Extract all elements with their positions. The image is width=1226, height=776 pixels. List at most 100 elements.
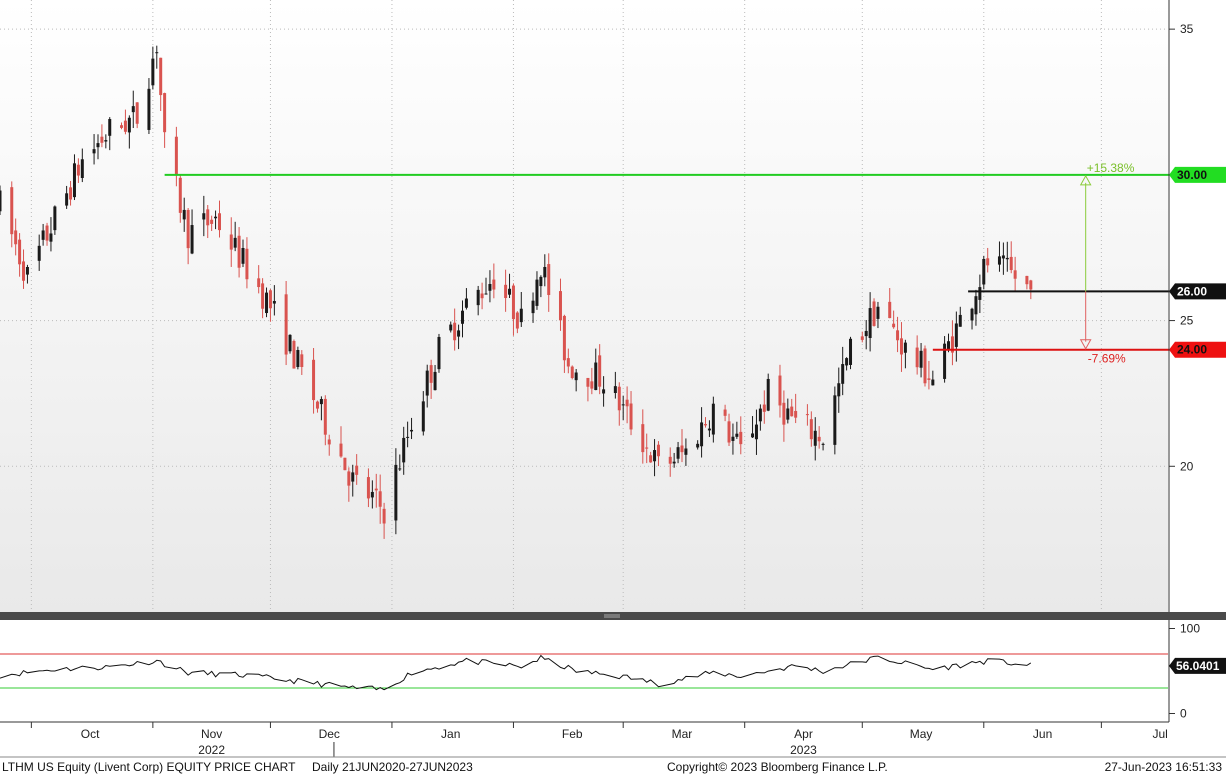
candle-body: [947, 341, 951, 350]
candle-body: [919, 350, 923, 368]
candle-body: [457, 330, 461, 337]
price-panel-background: [0, 0, 1168, 612]
candle-body: [174, 136, 178, 175]
candle: [476, 285, 480, 316]
candle-body: [425, 370, 429, 396]
candle-body: [339, 443, 343, 457]
candle: [1013, 256, 1017, 292]
candle-body: [786, 408, 790, 420]
candle: [272, 285, 276, 316]
candle-body: [892, 323, 896, 328]
candle-body: [18, 239, 22, 265]
candle-body: [645, 447, 649, 449]
candle: [817, 426, 821, 449]
candle: [621, 395, 625, 421]
candle-body: [586, 377, 590, 387]
candle: [315, 400, 319, 413]
candle: [504, 269, 508, 312]
candle: [1025, 275, 1029, 290]
candle: [837, 367, 841, 413]
candle: [186, 208, 190, 265]
candle: [406, 421, 410, 448]
month-label: Oct: [81, 727, 100, 741]
candle-body: [410, 429, 414, 432]
candle-body: [558, 291, 562, 321]
candle-body: [323, 398, 327, 435]
candle: [590, 367, 594, 395]
candle: [374, 473, 378, 508]
candle-body: [899, 338, 903, 355]
stop-tag: 24.00: [1169, 341, 1226, 358]
candle: [108, 117, 112, 151]
candle: [782, 390, 786, 442]
candle-body: [805, 414, 809, 416]
candle: [127, 115, 131, 149]
candle-body: [398, 468, 402, 470]
candle-body: [351, 472, 355, 482]
candle-body: [511, 285, 515, 320]
candle: [758, 404, 762, 431]
target-tag-text: 30.00: [1177, 168, 1207, 182]
candle: [327, 434, 331, 456]
candle: [915, 335, 919, 375]
candle-body: [421, 401, 425, 432]
candle-body: [206, 209, 210, 226]
candle: [0, 185, 2, 215]
rsi-line: [0, 654, 1032, 691]
candle: [1009, 241, 1013, 274]
candle-body: [1005, 257, 1009, 260]
panel-divider[interactable]: [0, 612, 1226, 620]
candle: [206, 205, 210, 239]
candle: [645, 433, 649, 464]
candle-body: [53, 206, 57, 231]
rsi-tick-label: 100: [1180, 622, 1200, 636]
candle-body: [319, 399, 323, 405]
candle-body: [676, 447, 680, 459]
candle-body: [817, 436, 821, 442]
candle-body: [562, 315, 566, 361]
candle-body: [284, 294, 288, 355]
candle-body: [96, 143, 100, 148]
candle: [547, 253, 551, 312]
candle: [888, 288, 892, 319]
candle-body: [602, 389, 606, 394]
candle: [958, 306, 962, 327]
candle: [135, 102, 139, 129]
candle: [927, 360, 931, 390]
candle: [617, 382, 621, 426]
rsi-last-tag: 56.0401: [1169, 657, 1226, 674]
candle-body: [484, 293, 488, 295]
candle-body: [312, 359, 316, 401]
candle-body: [997, 256, 1001, 265]
candle: [923, 345, 927, 387]
candle-body: [123, 120, 127, 132]
candle-body: [433, 371, 437, 391]
candle-body: [186, 209, 190, 249]
candle-body: [488, 284, 492, 291]
candle: [457, 324, 461, 350]
candle-body: [731, 436, 735, 441]
candle-body: [155, 52, 159, 54]
candle: [997, 241, 1001, 272]
candle: [25, 264, 29, 284]
candle-body: [598, 355, 602, 387]
candle-body: [296, 349, 300, 367]
year-label: 2022: [198, 743, 225, 757]
candle: [296, 346, 300, 370]
candle-body: [566, 358, 570, 367]
candle: [233, 221, 237, 252]
year-label: 2023: [790, 743, 817, 757]
candle: [805, 404, 809, 426]
candle: [970, 307, 974, 330]
candle-body: [986, 258, 990, 266]
candle-body: [629, 403, 633, 430]
divider-grip-icon[interactable]: [604, 614, 620, 618]
candle-body: [813, 430, 817, 446]
candle: [410, 417, 414, 440]
candle: [1005, 241, 1009, 272]
candle-body: [531, 300, 535, 314]
candle: [864, 319, 868, 350]
candle: [155, 45, 159, 69]
candle: [151, 46, 155, 90]
candle: [558, 278, 562, 331]
